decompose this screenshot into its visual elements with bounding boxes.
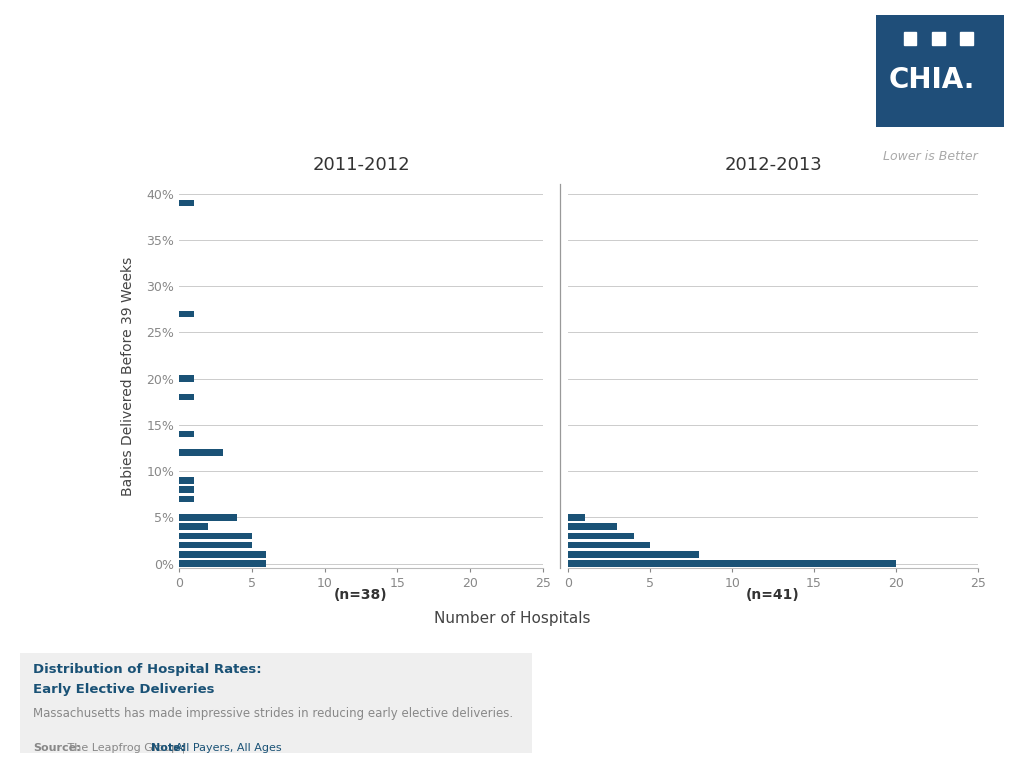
Bar — [568, 515, 585, 521]
Text: CHIA.: CHIA. — [888, 66, 975, 94]
Text: (n=41): (n=41) — [746, 588, 800, 602]
Bar — [932, 32, 944, 45]
Text: Lower is Better: Lower is Better — [883, 151, 978, 163]
Bar — [179, 477, 194, 484]
Bar — [179, 561, 266, 567]
Bar — [179, 310, 194, 317]
Bar — [179, 486, 194, 493]
Bar — [179, 200, 194, 206]
Bar — [179, 376, 194, 382]
Bar — [179, 449, 223, 456]
Text: Note:: Note: — [152, 743, 185, 753]
Text: Massachusetts has made impressive strides in reducing early elective deliveries.: Massachusetts has made impressive stride… — [33, 707, 513, 720]
Bar — [179, 431, 194, 438]
Bar — [568, 551, 699, 558]
Bar — [568, 533, 634, 539]
Bar — [179, 524, 208, 530]
Bar — [179, 394, 194, 400]
Bar — [568, 524, 617, 530]
Bar — [961, 32, 973, 45]
Text: Distribution of Hospital Rates:: Distribution of Hospital Rates: — [33, 663, 262, 676]
Text: The Leapfrog Group |: The Leapfrog Group | — [63, 743, 188, 753]
Bar — [179, 533, 252, 539]
Y-axis label: Babies Delivered Before 39 Weeks: Babies Delivered Before 39 Weeks — [122, 257, 135, 496]
Title: 2011-2012: 2011-2012 — [312, 157, 410, 174]
Bar — [568, 542, 650, 548]
Bar — [179, 495, 194, 502]
Bar — [179, 515, 238, 521]
Bar — [179, 551, 266, 558]
Bar — [903, 32, 916, 45]
Title: 2012-2013: 2012-2013 — [724, 157, 822, 174]
Text: Early Elective Deliveries: Early Elective Deliveries — [33, 683, 215, 696]
Text: All Payers, All Ages: All Payers, All Ages — [171, 743, 282, 753]
Text: Source:: Source: — [33, 743, 81, 753]
Bar — [179, 542, 252, 548]
Bar — [568, 561, 896, 567]
Text: (n=38): (n=38) — [334, 588, 388, 602]
Text: Number of Hospitals: Number of Hospitals — [434, 611, 590, 626]
